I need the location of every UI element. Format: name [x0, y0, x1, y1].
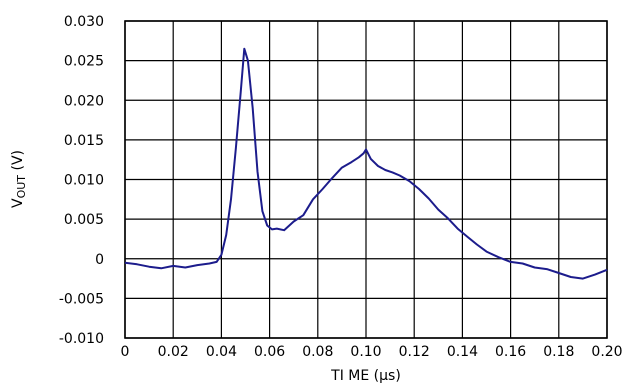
- x-tick-label: 0.12: [399, 344, 430, 360]
- y-axis-label: VOUT (V): [10, 150, 28, 208]
- x-tick-labels: 0 0.02 0.04 0.06 0.08 0.10 0.12 0.14 0.16 0.18 0.2…: [121, 344, 623, 360]
- grid: [124, 20, 608, 339]
- x-tick-label: 0.04: [206, 344, 237, 360]
- y-tick-label: 0.005: [64, 212, 104, 228]
- y-tick-label: 0.030: [64, 14, 104, 30]
- x-tick-label: 0.08: [302, 344, 333, 360]
- y-axis-label-v: V: [10, 198, 26, 208]
- y-tick-label: -0.005: [59, 291, 104, 307]
- x-axis-label: TI ME (µs): [330, 368, 401, 384]
- svg-text:VOUT (V): VOUT (V): [10, 150, 28, 208]
- x-tick-label: 0.10: [350, 344, 381, 360]
- y-tick-label: 0.010: [64, 173, 104, 189]
- x-tick-label: 0.06: [254, 344, 285, 360]
- series-line: [124, 47, 608, 280]
- x-tick-label: 0.02: [158, 344, 189, 360]
- y-tick-label: 0.025: [64, 54, 104, 70]
- x-tick-label: 0: [121, 344, 130, 360]
- y-tick-label: 0.020: [64, 93, 104, 109]
- y-tick-label: -0.010: [59, 331, 104, 347]
- x-tick-label: 0.20: [591, 344, 622, 360]
- x-tick-label: 0.14: [447, 344, 478, 360]
- y-axis-label-unit: (V): [10, 150, 26, 175]
- y-axis-label-subscript: OUT: [15, 175, 28, 199]
- y-tick-label: 0.015: [64, 133, 104, 149]
- x-tick-label: 0.18: [543, 344, 574, 360]
- plot-frame: [124, 20, 608, 339]
- y-tick-labels: -0.010 -0.005 0 0.005 0.010 0.015 0.020 0.025 0.…: [59, 14, 104, 347]
- x-tick-label: 0.16: [495, 344, 526, 360]
- y-tick-label: 0: [95, 252, 104, 268]
